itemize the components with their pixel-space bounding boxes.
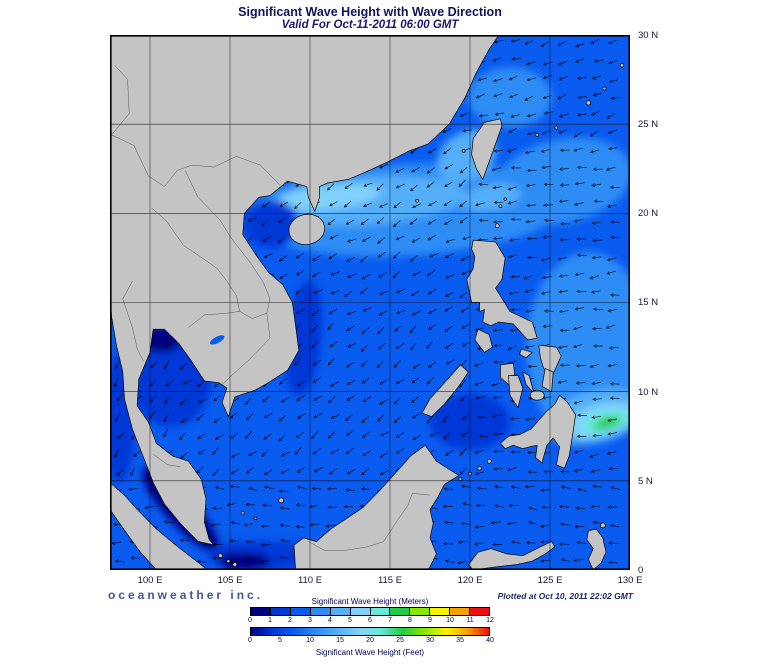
lon-tick-label: 110 E	[297, 575, 323, 586]
lat-tick-label: 15 N	[638, 297, 659, 309]
lon-tick-label: 115 E	[377, 575, 403, 586]
feet-tick: 20	[366, 637, 374, 644]
country-borders	[111, 65, 431, 551]
lon-tick-label: 125 E	[537, 575, 563, 586]
meters-tick: 12	[486, 617, 494, 624]
meters-tick: 4	[328, 617, 332, 624]
meters-tick: 11	[466, 617, 474, 624]
plotted-timestamp: Plotted at Oct 10, 2011 22:02 GMT	[497, 591, 633, 601]
lat-tick-label: 5 N	[638, 475, 653, 487]
meters-bar-segment	[251, 608, 271, 615]
meters-tick-labels: 0 1 2 3 4 5 6 7 8 9 10 11 12	[248, 617, 494, 625]
meters-bar-segment	[450, 608, 471, 615]
lon-tick-label: 120 E	[457, 575, 483, 586]
tonle-sap-lake	[209, 335, 225, 345]
wave-map-svg	[110, 35, 630, 570]
meters-tick: 2	[288, 617, 292, 624]
bohol-island	[529, 389, 545, 401]
feet-tick: 0	[248, 637, 252, 644]
feet-tick: 5	[278, 637, 282, 644]
lon-tick-label: 130 E	[617, 575, 643, 586]
map-border	[110, 35, 630, 570]
meters-tick: 7	[388, 617, 392, 624]
feet-color-bar	[250, 627, 490, 636]
meters-bar-segment	[390, 608, 411, 615]
lon-tick-label: 105 E	[217, 575, 243, 586]
meters-bar-segment	[330, 608, 351, 615]
lon-tick-label: 100 E	[137, 575, 163, 586]
meters-tick: 3	[308, 617, 312, 624]
meters-bar-segment	[430, 608, 451, 615]
map-canvas	[110, 35, 630, 570]
meters-bar-segment	[370, 608, 391, 615]
legend-feet-label: Significant Wave Height (Feet)	[315, 648, 425, 657]
meters-tick: 0	[248, 617, 252, 624]
page-title: Significant Wave Height with Wave Direct…	[238, 5, 502, 19]
feet-tick: 35	[456, 637, 464, 644]
feet-tick: 15	[336, 637, 344, 644]
lat-tick-label: 10 N	[638, 386, 659, 398]
meters-tick: 5	[348, 617, 352, 624]
meters-bar-segment	[270, 608, 291, 615]
lat-tick-label: 30 N	[638, 30, 659, 41]
meters-color-bar	[250, 607, 490, 616]
meters-tick: 10	[446, 617, 454, 624]
meters-bar-segment	[350, 608, 371, 615]
legend-meters-label: Significant Wave Height (Meters)	[311, 597, 429, 606]
feet-tick: 30	[426, 637, 434, 644]
meters-bar-segment	[470, 608, 490, 615]
meters-bar-segment	[290, 608, 311, 615]
meters-tick: 9	[428, 617, 432, 624]
feet-tick: 10	[306, 637, 314, 644]
meters-tick: 8	[408, 617, 412, 624]
meters-bar-segment	[410, 608, 431, 615]
meters-bar-segment	[310, 608, 331, 615]
feet-tick: 40	[486, 637, 494, 644]
feet-tick: 25	[396, 637, 404, 644]
oceanweather-logo: oceanweather inc.	[108, 588, 264, 602]
grid-lines	[110, 35, 630, 570]
lat-tick-label: 25 N	[638, 119, 659, 131]
lat-tick-label: 20 N	[638, 208, 659, 220]
feet-tick-labels: 0 5 10 15 20 25 30 35 40	[248, 637, 494, 645]
meters-tick: 1	[268, 617, 272, 624]
meters-tick: 6	[368, 617, 372, 624]
valid-time-subtitle: Valid For Oct-11-2011 06:00 GMT	[281, 19, 459, 31]
lat-tick-label: 0	[638, 564, 644, 576]
land-layer	[110, 35, 625, 570]
